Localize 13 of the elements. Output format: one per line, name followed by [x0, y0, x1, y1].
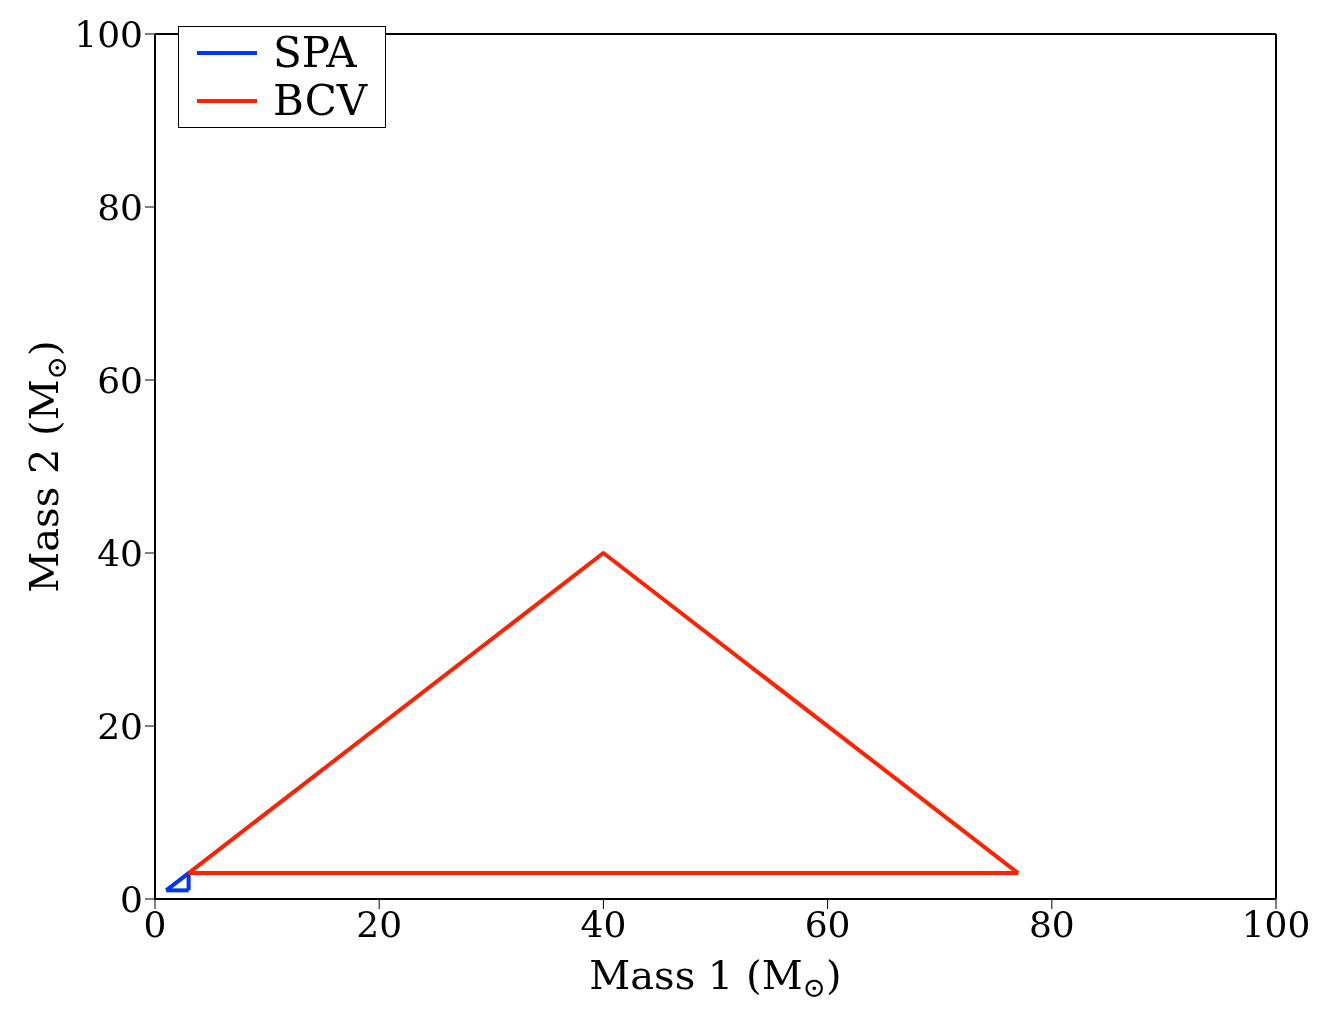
x-tick-label: 100	[1241, 903, 1311, 945]
y-tick-label: 20	[97, 705, 143, 747]
y-tick-label: 80	[97, 186, 143, 228]
x-tick-label: 60	[804, 903, 851, 945]
y-tick-label: 100	[74, 13, 143, 55]
x-tick-label: 80	[1028, 903, 1075, 945]
y-tick-label: 60	[97, 359, 143, 401]
legend-label: SPA	[273, 28, 357, 77]
legend-label: BCV	[273, 76, 368, 125]
y-tick-label: 40	[97, 532, 143, 574]
x-tick-label: 40	[580, 903, 627, 945]
x-tick-label: 20	[356, 903, 403, 945]
x-axis-title: Mass 1 (M$_{⊙}$)	[589, 952, 842, 1005]
